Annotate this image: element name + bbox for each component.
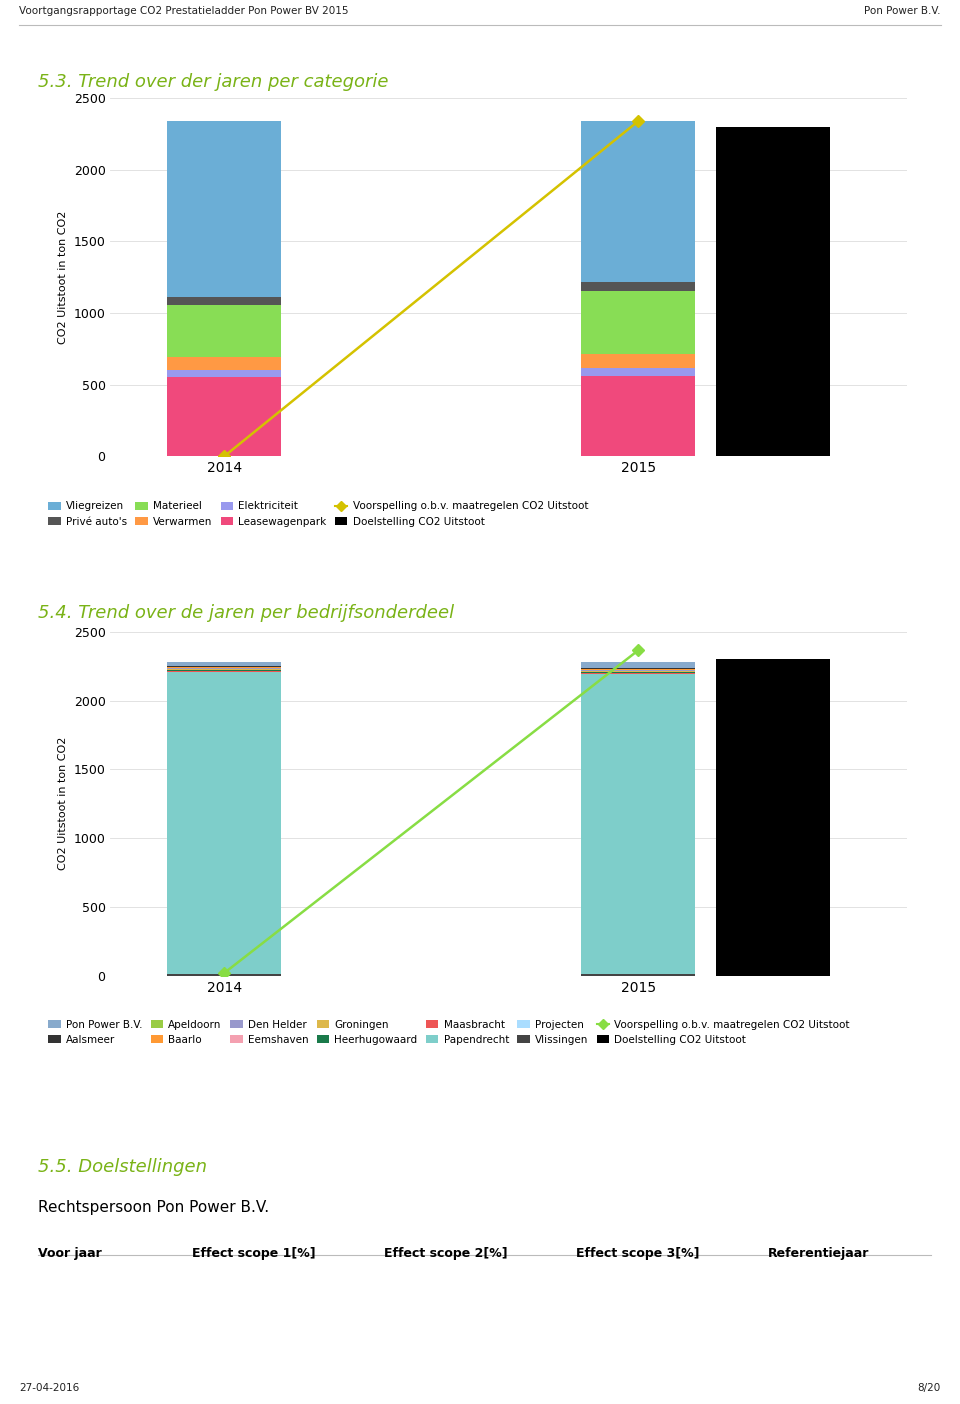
Legend: Pon Power B.V., Aalsmeer, Apeldoorn, Baarlo, Den Helder, Eemshaven, Groningen, H: Pon Power B.V., Aalsmeer, Apeldoorn, Baa… (44, 1015, 854, 1049)
Bar (167, 305, 281, 357)
Text: Effect scope 1[%]: Effect scope 1[%] (192, 1247, 316, 1259)
Text: Pon Power B.V.: Pon Power B.V. (864, 6, 941, 17)
Bar (581, 674, 695, 974)
Bar (581, 121, 695, 282)
Bar (167, 369, 281, 376)
Bar (167, 121, 281, 298)
Y-axis label: CO2 Uitstoot in ton CO2: CO2 Uitstoot in ton CO2 (59, 211, 68, 344)
Text: Effect scope 2[%]: Effect scope 2[%] (384, 1247, 508, 1259)
Bar (167, 357, 281, 369)
Bar (167, 671, 281, 974)
Text: 5.5. Doelstellingen: 5.5. Doelstellingen (38, 1158, 207, 1177)
Text: 27-04-2016: 27-04-2016 (19, 1383, 80, 1393)
Bar (167, 376, 281, 456)
Bar (716, 658, 829, 976)
Text: Voor jaar: Voor jaar (38, 1247, 102, 1259)
Text: 5.3. Trend over der jaren per categorie: 5.3. Trend over der jaren per categorie (38, 73, 389, 91)
Legend: Vliegreizen, Privé auto's, Materieel, Verwarmen, Elektriciteit, Leasewagenpark, : Vliegreizen, Privé auto's, Materieel, Ve… (44, 497, 592, 531)
Bar (581, 663, 695, 667)
Bar (716, 126, 829, 456)
Bar (581, 368, 695, 376)
Text: 8/20: 8/20 (918, 1383, 941, 1393)
Bar (167, 663, 281, 665)
Bar (581, 354, 695, 368)
Text: 5.4. Trend over de jaren per bedrijfsonderdeel: 5.4. Trend over de jaren per bedrijfsond… (38, 604, 454, 622)
Bar (581, 291, 695, 354)
Bar (581, 282, 695, 291)
Bar (167, 298, 281, 305)
Text: Effect scope 3[%]: Effect scope 3[%] (576, 1247, 700, 1259)
Text: Rechtspersoon Pon Power B.V.: Rechtspersoon Pon Power B.V. (38, 1200, 270, 1216)
Y-axis label: CO2 Uitstoot in ton CO2: CO2 Uitstoot in ton CO2 (59, 737, 68, 870)
Text: Voortgangsrapportage CO2 Prestatieladder Pon Power BV 2015: Voortgangsrapportage CO2 Prestatieladder… (19, 6, 348, 17)
Bar (581, 376, 695, 456)
Text: Referentiejaar: Referentiejaar (768, 1247, 870, 1259)
